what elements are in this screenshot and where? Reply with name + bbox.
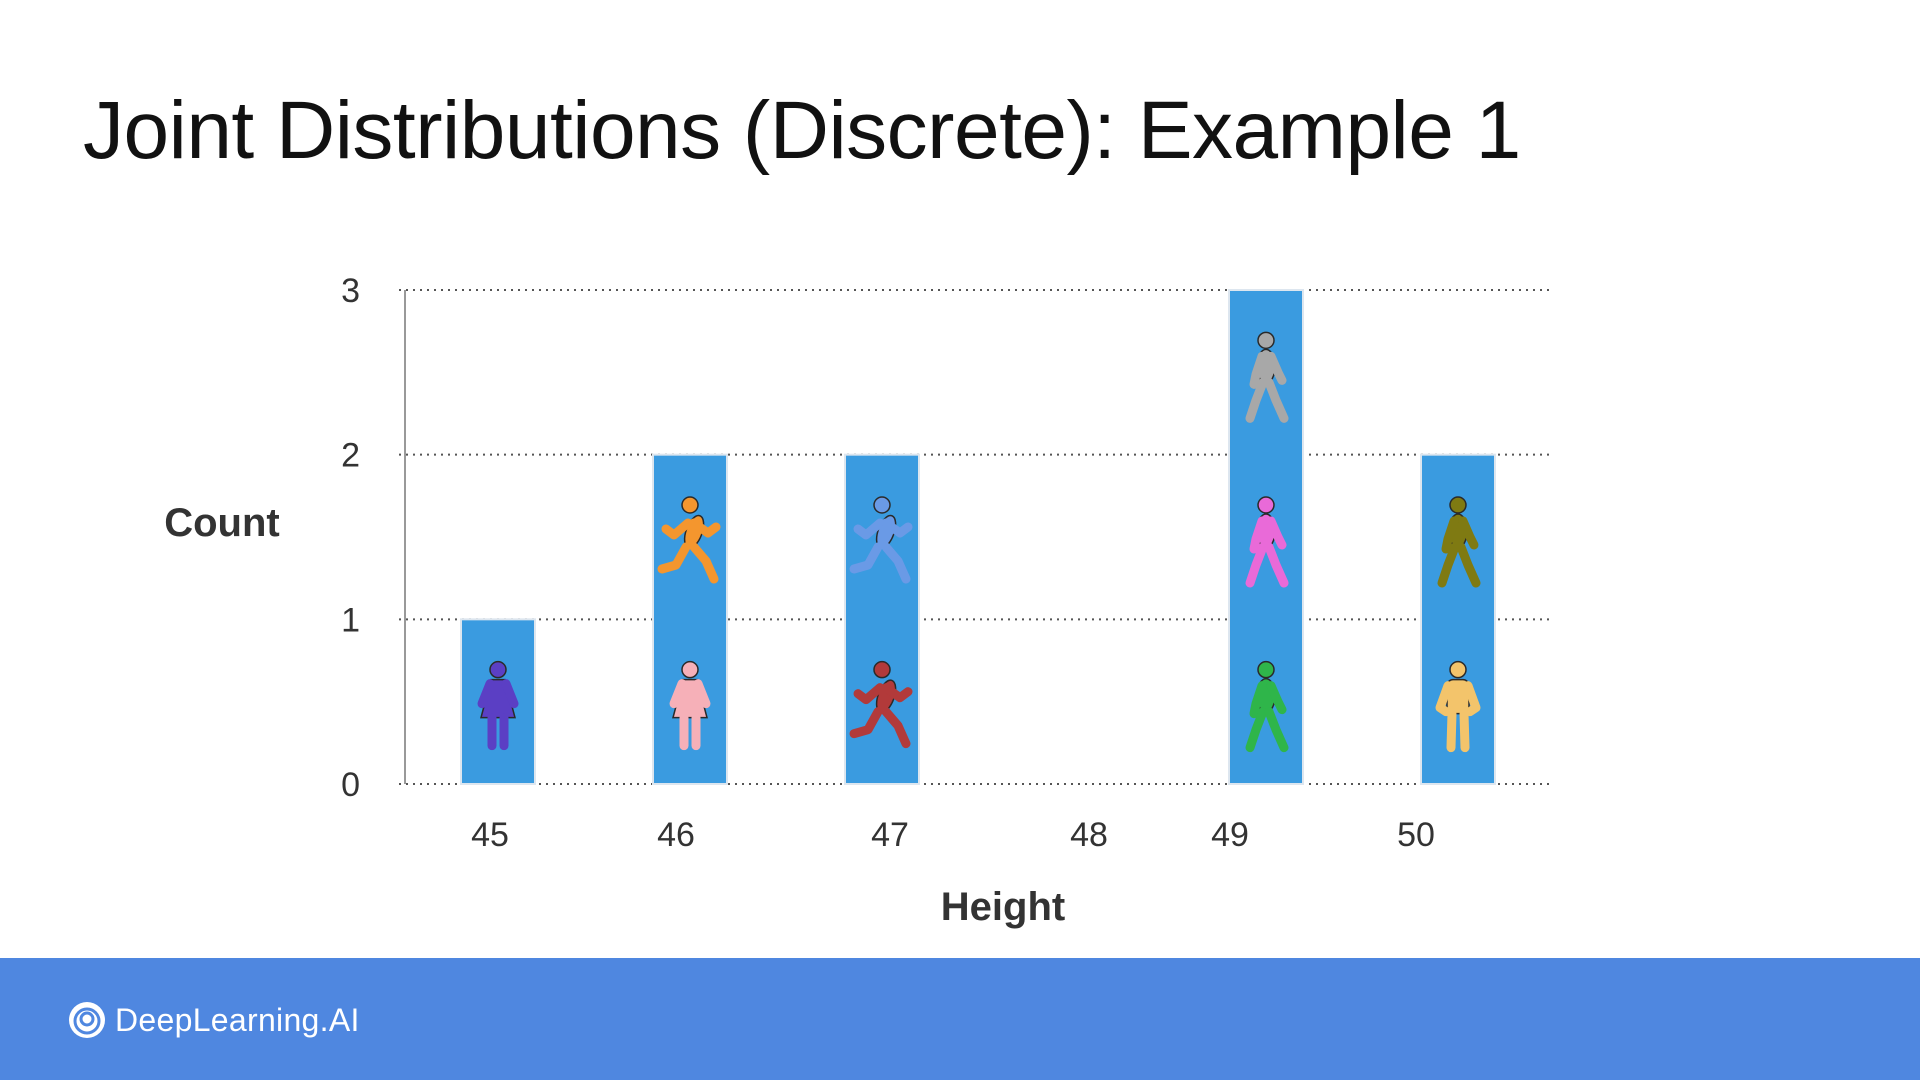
bar-figures — [477, 331, 1481, 753]
y-tick-label: 2 — [341, 437, 360, 475]
walking-woman-icon — [1245, 660, 1289, 753]
footer-bar: DeepLearning.AI — [0, 958, 1920, 1080]
walking-person-icon — [1437, 496, 1481, 588]
standing-woman-icon — [477, 660, 519, 751]
deeplearning-logo-icon — [69, 1002, 105, 1038]
slide-title: Joint Distributions (Discrete): Example … — [83, 85, 1521, 176]
x-tick-label: 50 — [1397, 816, 1435, 854]
x-tick-label: 46 — [657, 816, 695, 854]
x-axis-title: Height — [941, 885, 1065, 929]
grid-lines — [399, 289, 1550, 785]
x-tick-label: 45 — [471, 816, 509, 854]
x-tick-label: 49 — [1211, 816, 1249, 854]
standing-girl-icon — [669, 660, 711, 751]
walking-person-icon — [1245, 331, 1289, 423]
bars — [460, 289, 1496, 785]
x-tick-label: 48 — [1070, 816, 1108, 854]
y-axis-title: Count — [164, 501, 280, 545]
x-tick-label: 47 — [871, 816, 909, 854]
y-tick-label: 3 — [341, 272, 360, 310]
standing-man-icon — [1435, 660, 1481, 753]
bar-chart: 0 1 2 3 45 46 47 48 49 50 Count Height — [164, 272, 1550, 929]
running-person-icon — [849, 660, 913, 749]
running-person-icon — [657, 496, 721, 584]
brand-logo[interactable]: DeepLearning.AI — [67, 998, 360, 1042]
running-person-icon — [849, 496, 913, 584]
y-tick-label: 1 — [341, 601, 360, 639]
x-tick-labels: 45 46 47 48 49 50 — [471, 816, 1435, 854]
y-tick-label: 0 — [341, 766, 360, 804]
walking-woman-icon — [1245, 496, 1289, 588]
brand-name: DeepLearning.AI — [115, 1001, 360, 1038]
y-tick-labels: 0 1 2 3 — [341, 272, 360, 804]
